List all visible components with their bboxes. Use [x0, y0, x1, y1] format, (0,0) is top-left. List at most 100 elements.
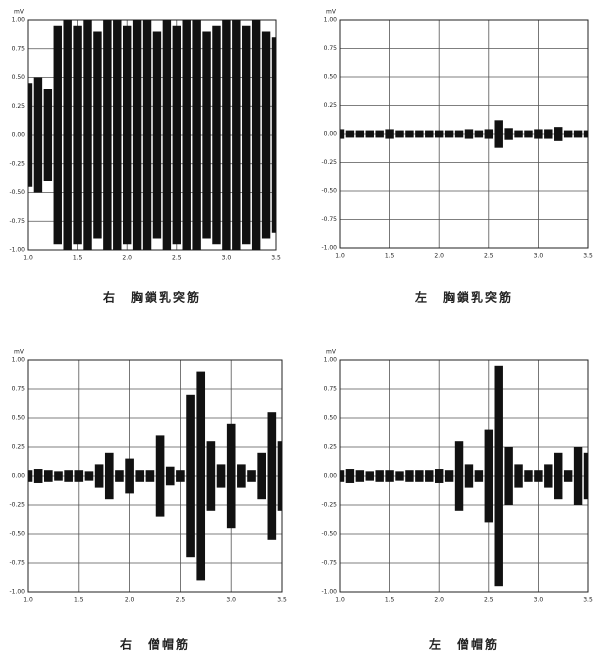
x-tick-label: 1.0 [335, 253, 345, 260]
y-tick-label: 1.00 [12, 17, 26, 24]
x-tick-label: 2.0 [122, 255, 132, 262]
y-tick-label: 1.00 [324, 17, 338, 24]
signal-envelope [345, 469, 355, 483]
signal-envelope [554, 452, 563, 500]
x-tick-label: 1.5 [385, 253, 395, 260]
y-tick-label: 0.00 [324, 131, 338, 138]
signal-envelope [534, 129, 543, 139]
signal-envelope [132, 20, 142, 250]
signal-envelope [182, 20, 191, 250]
signal-envelope [247, 470, 256, 482]
signal-envelope [113, 20, 122, 250]
signal-envelope [524, 130, 533, 138]
signal-envelope [340, 470, 345, 482]
signal-envelope [365, 471, 374, 481]
x-tick-label: 2.5 [172, 255, 182, 262]
x-tick-label: 1.5 [74, 597, 84, 604]
signal-envelope [44, 470, 53, 482]
signal-envelope [232, 20, 241, 250]
x-tick-label: 2.5 [176, 597, 186, 604]
x-tick-label: 3.5 [271, 255, 281, 262]
y-tick-label: -0.75 [9, 218, 25, 225]
y-tick-label: -1.00 [321, 245, 337, 252]
y-tick-label: 0.50 [324, 415, 338, 422]
panel-caption: 左 僧帽筋 [428, 637, 499, 652]
signal-envelope [152, 31, 162, 239]
signal-envelope [237, 464, 246, 488]
y-tick-label: -0.50 [9, 189, 25, 196]
signal-envelope [176, 470, 185, 482]
signal-envelope [53, 25, 62, 245]
y-tick-label: -1.00 [321, 589, 337, 596]
signal-envelope [94, 464, 104, 488]
signal-envelope [425, 130, 434, 138]
signal-envelope [375, 470, 384, 482]
signal-envelope [122, 25, 132, 245]
signal-envelope [103, 20, 112, 250]
signal-envelope [434, 130, 444, 138]
y-tick-label: 0.75 [12, 45, 26, 52]
signal-envelope [464, 129, 474, 139]
signal-envelope [444, 130, 454, 138]
x-tick-label: 3.5 [583, 597, 593, 604]
signal-envelope [261, 31, 271, 239]
signal-envelope [365, 130, 374, 138]
signal-envelope [434, 469, 444, 483]
signal-envelope [554, 127, 563, 141]
y-tick-label: 0.25 [12, 444, 26, 451]
signal-envelope [385, 129, 394, 139]
signal-envelope [192, 20, 201, 250]
x-tick-label: 1.5 [385, 597, 395, 604]
x-tick-label: 1.0 [335, 597, 345, 604]
signal-envelope [534, 470, 543, 482]
signal-envelope [395, 130, 404, 138]
y-tick-label: -0.75 [9, 560, 25, 567]
signal-envelope [563, 470, 573, 482]
signal-envelope [405, 130, 414, 138]
signal-envelope [83, 20, 92, 250]
signal-envelope [104, 452, 114, 500]
x-tick-label: 3.0 [222, 255, 232, 262]
y-tick-label: 0.00 [12, 473, 26, 480]
signal-envelope [504, 128, 513, 140]
y-tick-label: -0.25 [321, 159, 337, 166]
signal-envelope [484, 129, 494, 139]
signal-envelope [145, 470, 155, 482]
y-tick-label: -0.75 [321, 216, 337, 223]
y-tick-label: -0.75 [321, 560, 337, 567]
signal-envelope [583, 452, 588, 500]
signal-envelope [142, 20, 152, 250]
y-tick-label: 0.75 [324, 386, 338, 393]
x-tick-label: 3.0 [226, 597, 236, 604]
signal-envelope [494, 120, 503, 148]
signal-envelope [524, 470, 533, 482]
signal-envelope [474, 130, 484, 138]
signal-envelope [454, 130, 464, 138]
signal-envelope [583, 130, 588, 138]
y-tick-label: 0.50 [12, 74, 26, 81]
signal-envelope [206, 441, 216, 511]
y-tick-label: 0.50 [12, 415, 26, 422]
signal-envelope [202, 31, 211, 239]
y-tick-label: 0.75 [12, 386, 26, 393]
signal-envelope [73, 25, 82, 245]
x-tick-label: 3.0 [534, 597, 544, 604]
signal-envelope [267, 412, 277, 540]
y-tick-label: -0.25 [321, 502, 337, 509]
signal-envelope [33, 469, 43, 483]
signal-envelope [251, 20, 261, 250]
signal-envelope [196, 371, 206, 581]
signal-envelope [172, 25, 182, 245]
signal-envelope [415, 130, 424, 138]
y-tick-label: -0.25 [9, 502, 25, 509]
y-tick-label: 0.25 [324, 102, 338, 109]
y-tick-label: 1.00 [324, 357, 338, 364]
signal-envelope [84, 471, 94, 481]
signal-envelope [514, 130, 523, 138]
x-tick-label: 2.0 [434, 597, 444, 604]
y-tick-label: -0.50 [9, 531, 25, 538]
signal-envelope [226, 423, 236, 529]
signal-envelope [395, 471, 404, 481]
signal-envelope [425, 470, 434, 482]
